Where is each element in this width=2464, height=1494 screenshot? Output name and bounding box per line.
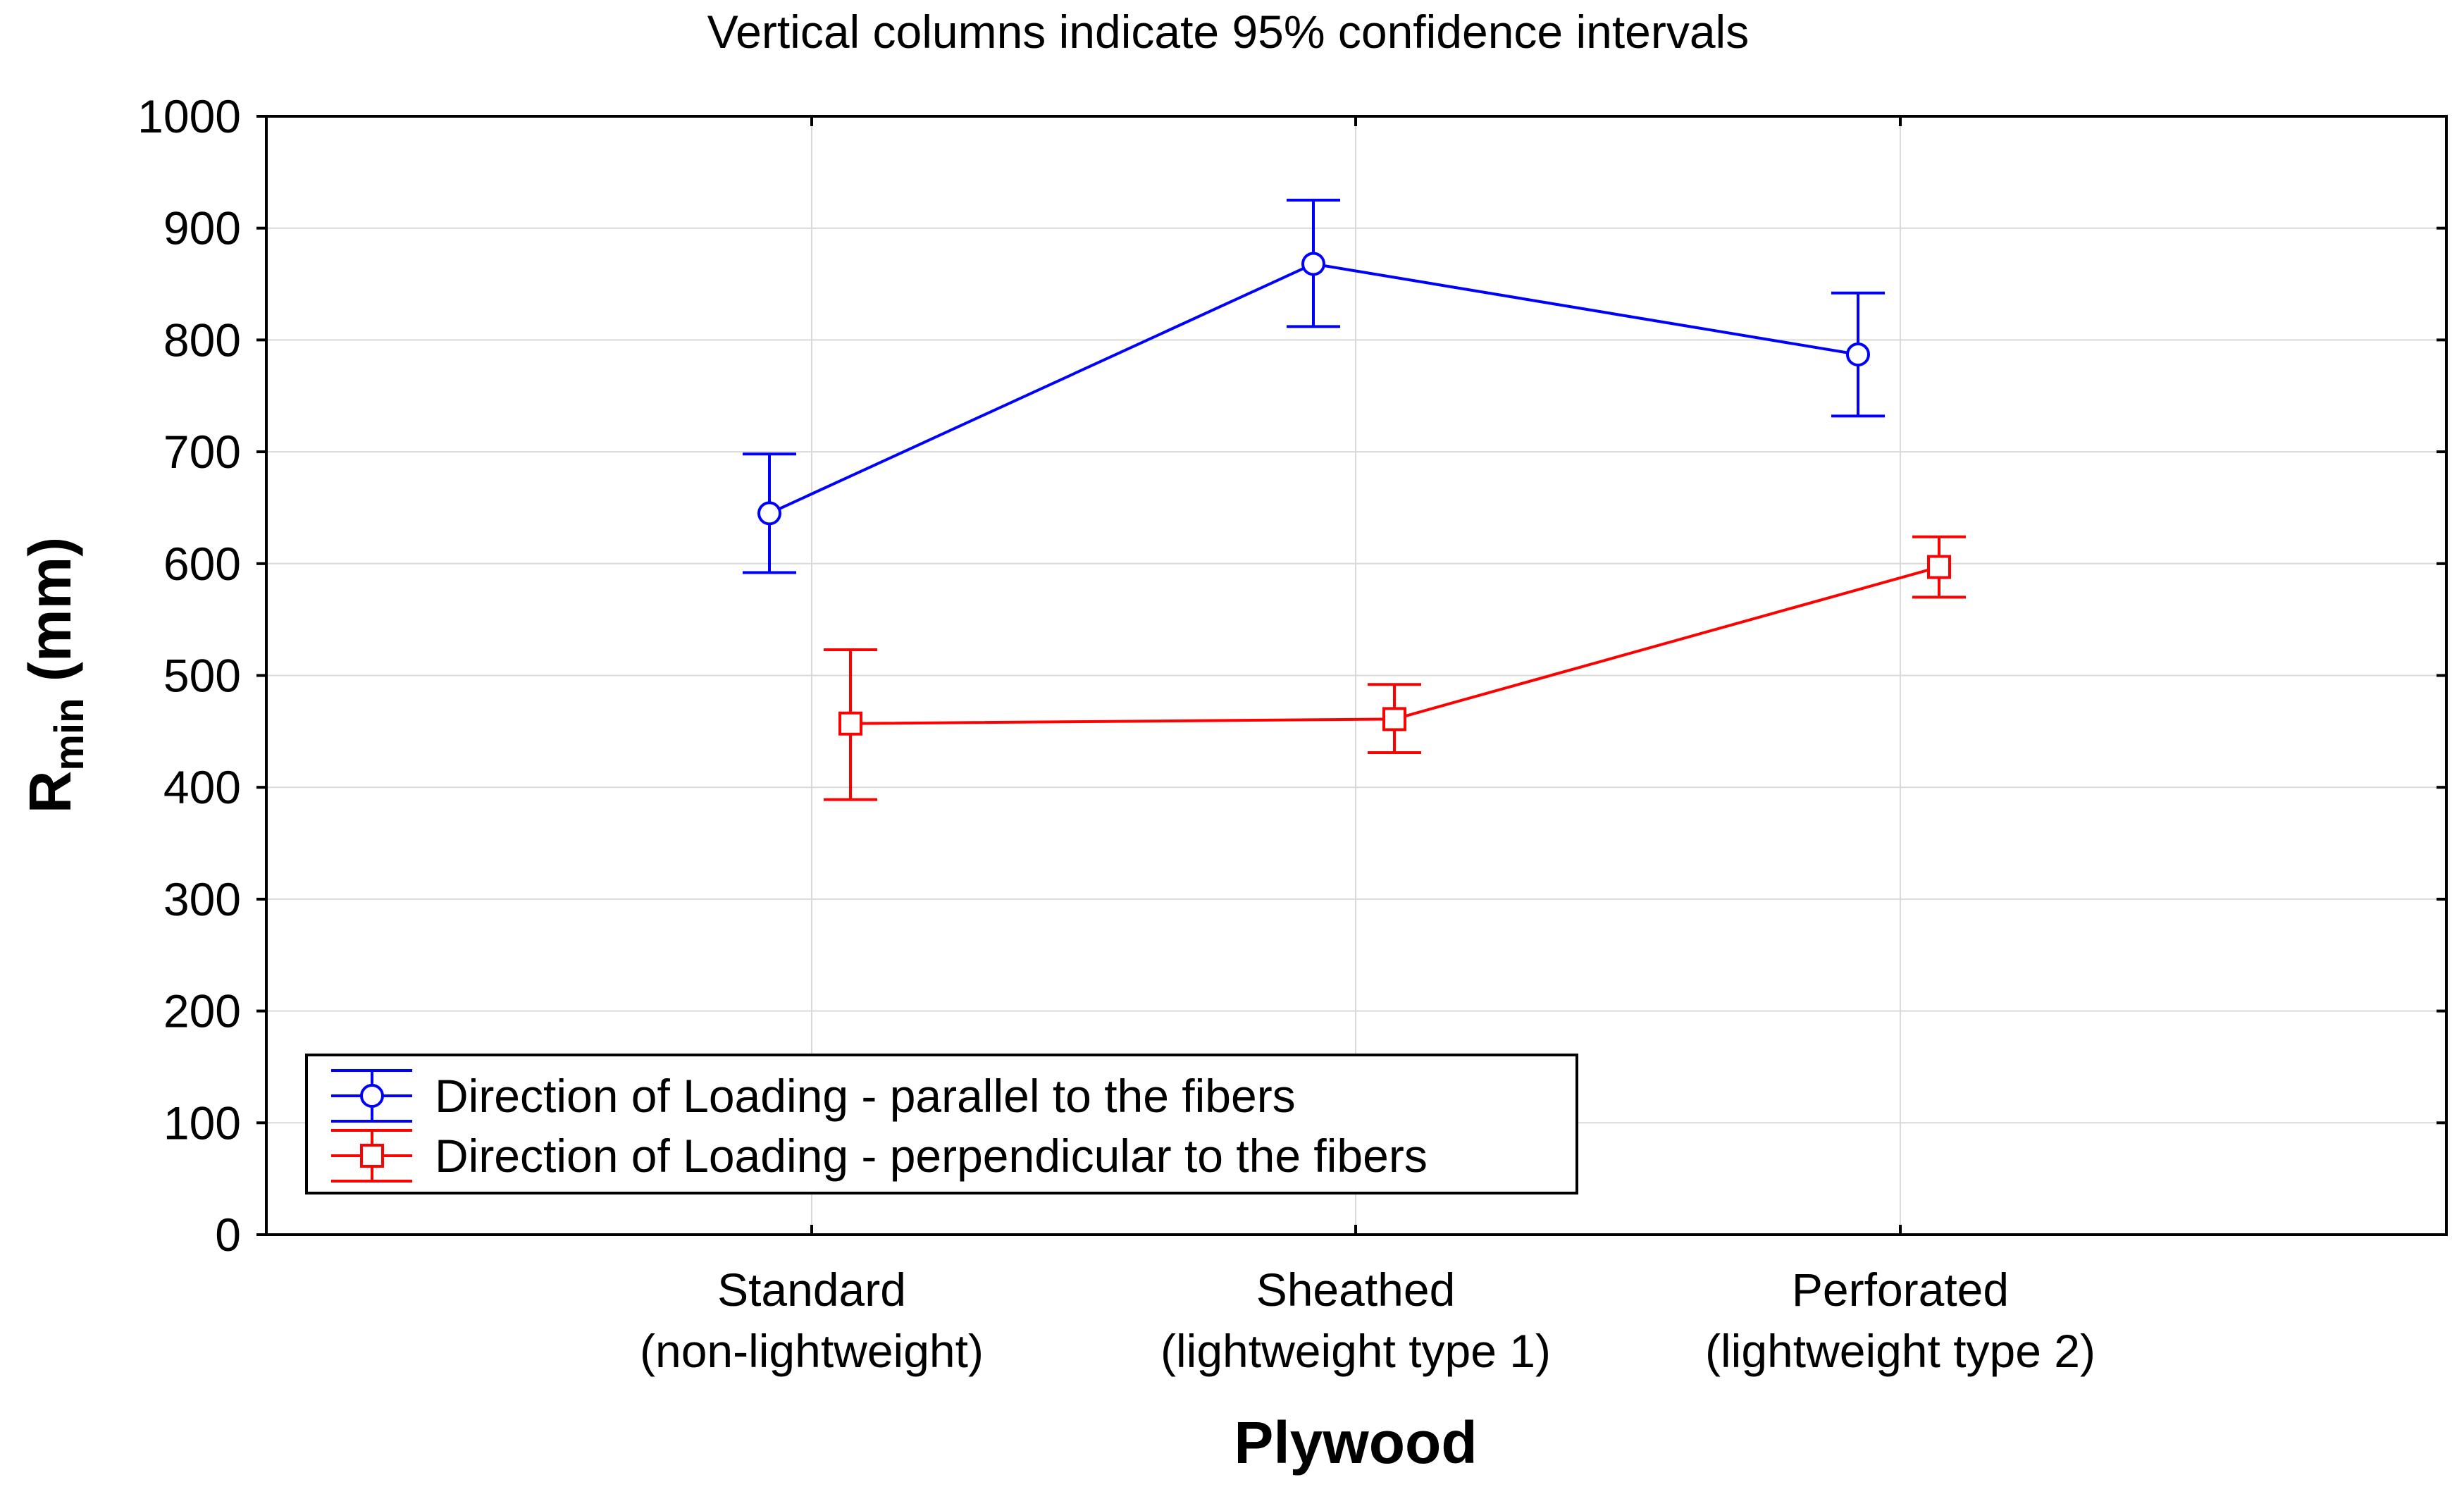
data-point bbox=[1382, 707, 1406, 731]
data-point bbox=[1927, 555, 1951, 579]
x-tick-label-line2: (lightweight type 1) bbox=[1160, 1325, 1551, 1377]
y-tick-label: 500 bbox=[163, 650, 241, 702]
legend-label: Direction of Loading - parallel to the f… bbox=[435, 1070, 1296, 1122]
chart-title: Vertical columns indicate 95% confidence… bbox=[707, 6, 1749, 58]
y-tick-label: 800 bbox=[163, 314, 241, 366]
data-point bbox=[838, 711, 862, 736]
x-tick-label-line2: (non-lightweight) bbox=[640, 1325, 984, 1377]
y-tick-label: 0 bbox=[215, 1209, 241, 1261]
grid bbox=[266, 116, 2446, 1235]
y-axis-label-main: R bbox=[17, 771, 83, 814]
y-tick-label: 900 bbox=[163, 202, 241, 254]
legend: Direction of Loading - parallel to the f… bbox=[305, 1054, 1578, 1194]
series-2 bbox=[824, 535, 1966, 801]
legend-label: Direction of Loading - perpendicular to … bbox=[435, 1130, 1428, 1182]
y-tick-label: 600 bbox=[163, 538, 241, 590]
y-tick-label: 300 bbox=[163, 873, 241, 925]
y-tick-label: 200 bbox=[163, 985, 241, 1037]
data-point bbox=[757, 501, 781, 526]
y-tick-label: 1000 bbox=[137, 90, 241, 142]
x-axis: Standard (non-lightweight) Sheathed (lightw… bbox=[640, 116, 2095, 1377]
data-point bbox=[1301, 252, 1325, 276]
x-axis-label: Plywood bbox=[1234, 1409, 1477, 1476]
x-tick-label-line2: (lightweight type 2) bbox=[1705, 1325, 2095, 1377]
series-layer bbox=[743, 199, 1966, 801]
y-axis: 0 100 200 300 400 500 600 700 800 900 1000 bbox=[137, 90, 2446, 1261]
legend-marker bbox=[360, 1084, 384, 1108]
y-tick-label: 700 bbox=[163, 426, 241, 478]
data-point bbox=[1846, 342, 1870, 367]
x-tick-label-line1: Standard bbox=[717, 1264, 906, 1316]
y-tick-label: 400 bbox=[163, 761, 241, 813]
y-axis-label-subscript: min bbox=[47, 698, 92, 770]
y-axis-label: Rmin (mm) bbox=[17, 537, 92, 813]
plot-frame bbox=[265, 115, 2448, 1236]
y-axis-label-unit: (mm) bbox=[17, 537, 83, 698]
series-1 bbox=[743, 199, 1885, 574]
legend-box bbox=[305, 1054, 1578, 1194]
x-tick-label-line1: Sheathed bbox=[1256, 1264, 1456, 1316]
y-tick-label: 100 bbox=[163, 1097, 241, 1149]
x-tick-label-line1: Perforated bbox=[1792, 1264, 2009, 1316]
legend-marker bbox=[360, 1144, 384, 1168]
